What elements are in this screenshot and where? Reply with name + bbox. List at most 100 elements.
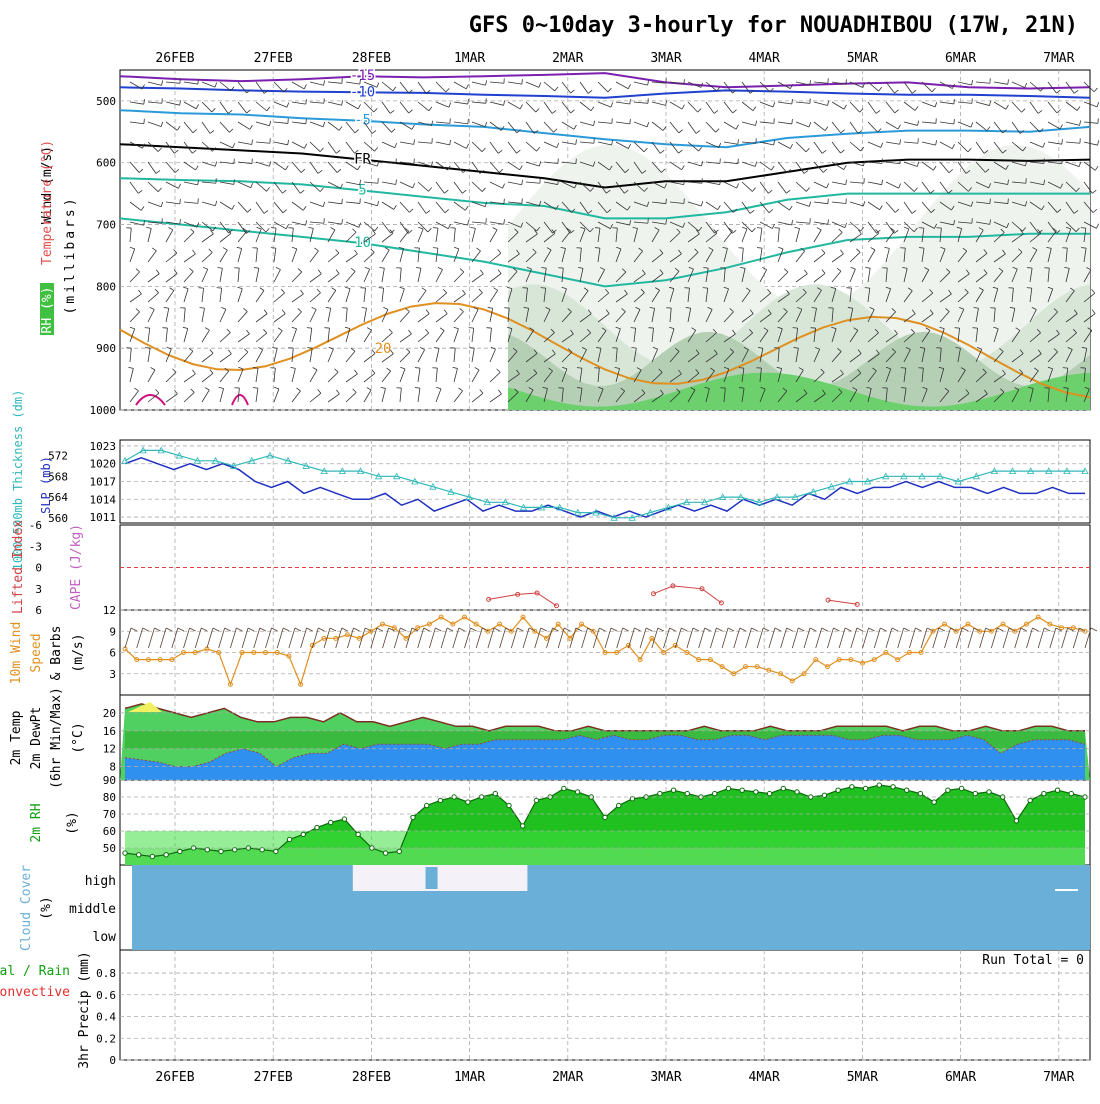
wind-10m-barb-flag [342,628,348,631]
wind-barb-flag [408,330,411,334]
wind-barb-flag [971,122,973,127]
wind-barb-flag [215,82,217,87]
wind-barb [868,222,876,233]
wind-barb-flag [396,180,397,185]
wind-barb [850,142,861,151]
wind-barb-flag [264,310,267,314]
wind-barb [814,102,828,105]
wind-10m-barb-flag [634,628,640,631]
wind-barb [202,202,215,206]
wind-barb-flag [168,227,172,229]
wind-10m-barb-flag [283,628,289,631]
wind-barb [328,372,338,382]
wind-barb-flag [306,99,307,104]
wind-barb-flag [336,150,340,153]
wind-barb-flag [251,183,253,188]
wind-barb-flag [737,183,739,188]
wind-barb-flag [647,122,649,127]
wind-barb-flag [682,165,685,169]
wind-barb [940,162,949,173]
wind-barb [400,182,413,188]
wind-barb-flag [841,130,845,133]
wind-barb [364,102,374,112]
wind-barb-flag [825,127,828,131]
wind-10m-barb-flag [915,628,921,631]
rh-tick: 90 [103,774,116,787]
wind-barb-flag [387,368,391,371]
contour-hot [136,395,248,405]
wind-barb [364,252,374,262]
wind-barb-flag [752,228,755,232]
wind-barb-flag [192,370,195,374]
wind-label-3: & Barbs [49,626,64,681]
wind-barb-flag [537,147,540,151]
wind-barb [364,288,366,302]
wind-barb [346,374,357,382]
wind-tick: 12 [103,604,116,617]
li-tick: 6 [35,604,42,617]
wind-barb [886,202,895,213]
wind-barb-flag [742,227,747,229]
wind-barb-flag [881,143,883,148]
cloud-level-low: low [93,930,117,945]
upper-tick: 1000 [90,404,117,417]
wind-barb-flag [679,130,683,133]
wind-barb-flag [336,390,339,394]
wind-barb-flag [522,79,523,84]
wind-10m-barb-flag [869,628,875,631]
wind-barb [130,182,138,193]
wind-barb-flag [498,390,501,394]
wind-barb [292,202,303,210]
rh-point [466,800,470,804]
wind-barb [166,102,180,105]
wind-barb-flag [932,88,935,92]
wind-barb-flag [454,247,459,249]
wind-barb-flag [282,310,285,314]
rh-point [123,851,127,855]
wind-barb [796,222,810,223]
wind-barb-flag [660,150,664,153]
wind-barb [796,102,810,103]
rh-point [850,785,854,789]
wind-barb-flag [281,289,284,293]
wind-barb [436,102,449,107]
cloud-fill [132,865,1090,950]
wind-barb [328,290,336,302]
wind-barb-flag [739,368,744,369]
wind-barb [436,348,439,362]
wind-barb [382,371,391,382]
wind-barb-flag [460,308,464,311]
wind-barb-flag [554,129,558,133]
wind-barb [310,102,324,103]
wind-barb [382,233,393,242]
wind-barb [778,102,792,104]
wind-barb-flag [857,249,861,252]
wind-barb [418,268,421,282]
date-bottom-5MAR: 5MAR [847,1070,878,1085]
wind-barb [328,394,339,402]
wind-10m-barb-flag [154,628,160,631]
wind-barb-flag [323,202,325,207]
wind-barb-flag [895,110,899,113]
wind-barb [202,390,209,402]
wind-barb-flag [254,267,259,268]
wind-barb-flag [192,250,195,254]
wind-10m-barb-flag [471,628,477,631]
wind-barb-flag [497,369,501,373]
wind-10m-barb-flag [248,628,254,631]
wind-barb [382,82,393,91]
wind-barb [382,268,384,282]
wind-barb [490,308,493,322]
wind-barb-flag [292,247,297,249]
wind-barb [472,293,482,302]
wind-barb [274,122,288,123]
wind-barb-flag [804,170,808,173]
wind-barb-flag [415,388,420,389]
rh-point [1069,791,1073,795]
wind-barb [760,222,772,229]
wind-barb-flag [823,169,827,172]
wind-barb-flag [595,248,600,249]
wind-barb-flag [292,327,297,328]
wind-barb-flag [444,190,448,193]
wind-barb [742,222,752,232]
